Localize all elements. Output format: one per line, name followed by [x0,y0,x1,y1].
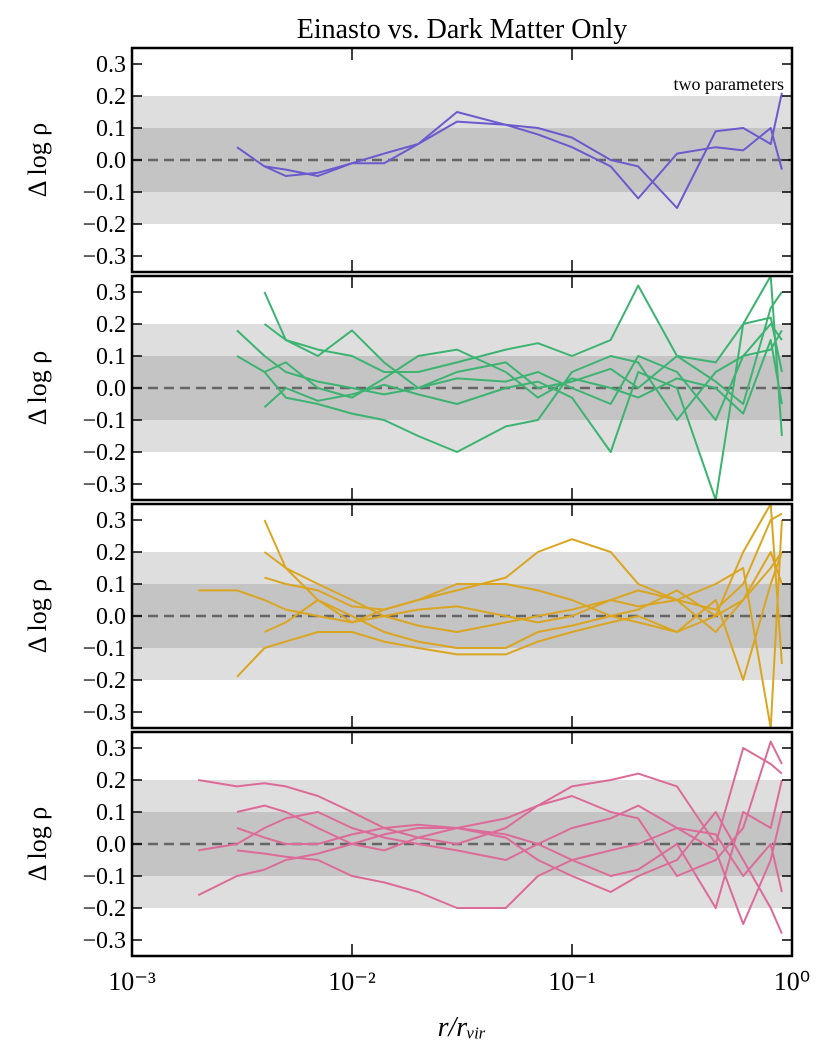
y-tick-label: 0.0 [96,604,126,630]
series-line [236,323,783,421]
series-line [263,519,783,728]
y-tick-label: −0.1 [82,180,126,206]
y-tick-label: 0.2 [96,84,126,110]
y-tick-label: 0.3 [96,52,126,78]
series-line [264,504,783,665]
lines [198,504,783,728]
y-tick-label: 0.1 [96,800,126,826]
x-tick-label: 10⁰ [774,967,810,996]
x-tick-label: 10⁻² [328,967,376,996]
lines [236,276,783,500]
y-axis-label: Δ log ρ [23,351,52,425]
y-tick-label: −0.3 [82,472,126,498]
y-axis-label: Δ log ρ [23,579,52,653]
y-tick-label: 0.2 [96,768,126,794]
y-tick-label: 0.0 [96,148,126,174]
x-tick-label: 10⁻¹ [548,967,596,996]
series-line [236,827,783,909]
y-tick-label: −0.1 [82,408,126,434]
series-line [264,551,783,681]
y-tick-label: −0.2 [82,212,126,238]
y-tick-label: 0.1 [96,572,126,598]
series-line [198,512,783,624]
y-tick-label: −0.3 [82,928,126,954]
series-line [198,804,783,925]
y-tick-label: 0.0 [96,832,126,858]
y-tick-label: −0.3 [82,700,126,726]
y-tick-label: −0.2 [82,440,126,466]
y-tick-label: 0.2 [96,312,126,338]
y-tick-label: 0.3 [96,280,126,306]
x-axis-label: r/rᵥᵢᵣ [438,1012,487,1043]
y-tick-label: 0.0 [96,376,126,402]
chart-title: Einasto vs. Dark Matter Only [297,14,628,45]
series-line [236,811,783,935]
series-line [263,316,783,389]
y-tick-label: 0.1 [96,344,126,370]
y-tick-label: 0.3 [96,736,126,762]
series-line [264,339,783,415]
y-axis-label: Δ log ρ [23,807,52,881]
y-tick-label: −0.1 [82,864,126,890]
y-tick-label: 0.2 [96,540,126,566]
series-line [236,740,783,877]
y-tick-label: −0.2 [82,668,126,694]
y-tick-label: 0.1 [96,116,126,142]
series-line [263,276,783,500]
series-line [263,519,783,633]
lines [197,740,783,935]
annotation: two parameters [674,74,784,94]
y-tick-label: −0.3 [82,244,126,270]
lines [236,92,783,209]
series-line [197,779,783,909]
y-tick-label: −0.1 [82,636,126,662]
series-line [198,747,783,845]
y-tick-label: −0.2 [82,896,126,922]
y-axis-label: Δ log ρ [23,123,52,197]
series-line [263,284,783,405]
series-line [264,92,783,209]
x-tick-label: 10⁻³ [108,967,156,996]
series-line [236,329,783,453]
y-tick-label: 0.3 [96,508,126,534]
series-line [236,120,783,200]
